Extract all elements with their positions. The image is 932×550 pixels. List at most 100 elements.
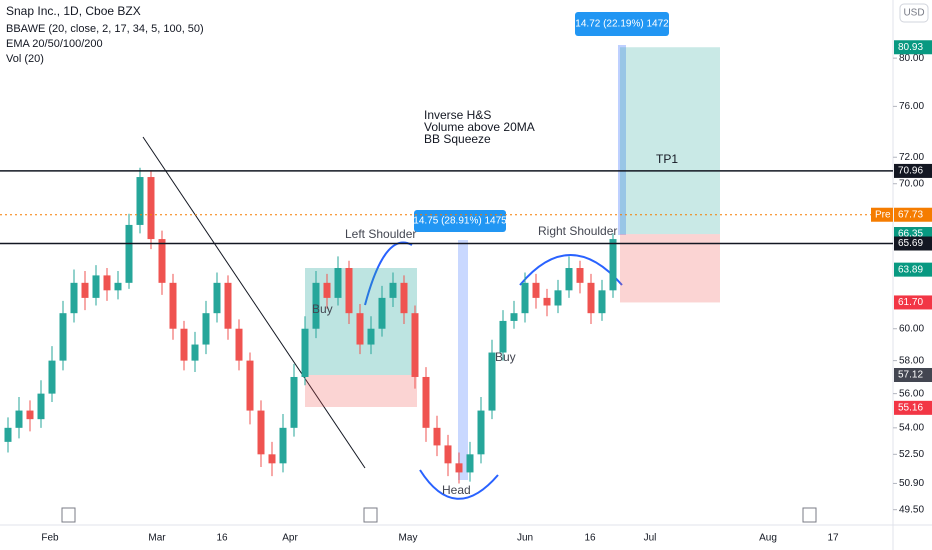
x-tick-label: Aug xyxy=(759,533,777,544)
candle-body xyxy=(169,282,177,329)
candle-body xyxy=(202,313,210,345)
candle-body xyxy=(70,282,78,314)
indicator-label: Vol (20) xyxy=(6,53,44,65)
candle-body xyxy=(477,410,485,455)
price-tag xyxy=(894,367,932,382)
price-tag-label: 55.16 xyxy=(898,402,923,413)
symbol-title: Snap Inc., 1D, Cboe BZX xyxy=(6,4,141,18)
annotation: Left Shoulder xyxy=(345,227,416,241)
price-tag xyxy=(894,262,932,277)
stop-zone xyxy=(620,234,720,303)
price-tag xyxy=(894,400,932,415)
y-tick-label: 56.00 xyxy=(899,388,924,399)
candle-body xyxy=(147,177,155,240)
candle-body xyxy=(543,297,551,306)
x-tick-label: Feb xyxy=(41,533,59,544)
earnings-marker[interactable] xyxy=(802,507,817,523)
target-zone xyxy=(620,47,720,235)
candle-body xyxy=(576,268,584,283)
candle-body xyxy=(422,376,430,428)
candle-body xyxy=(532,282,540,298)
indicator-label: EMA 20/50/100/200 xyxy=(6,38,103,50)
price-tag-prefix xyxy=(871,207,893,222)
price-tag-label: 65.69 xyxy=(898,238,923,249)
candle-body xyxy=(125,224,133,283)
candle-body xyxy=(345,268,353,314)
candle-body xyxy=(15,410,23,428)
candle-body xyxy=(301,328,309,377)
annotation: BB Squeeze xyxy=(424,132,491,146)
price-tag xyxy=(894,295,932,310)
measure-label: 14.75 (28.91%) 1475 xyxy=(413,216,507,227)
x-tick-label: 16 xyxy=(584,533,596,544)
currency[interactable]: USD xyxy=(903,8,924,19)
candle-body xyxy=(4,427,12,442)
candle-body xyxy=(268,454,276,464)
price-tag-label: 70.96 xyxy=(898,166,923,177)
price-tag-label: 63.89 xyxy=(898,264,923,275)
candle-body xyxy=(598,290,606,314)
x-tick-label: 16 xyxy=(216,533,228,544)
candle-body xyxy=(565,268,573,291)
candle-body xyxy=(103,275,111,291)
annotation: Inverse H&S xyxy=(424,108,491,122)
candle-body xyxy=(367,328,375,345)
candle-body xyxy=(521,282,529,314)
x-tick-label: Jun xyxy=(517,533,533,544)
annotation: Buy xyxy=(495,350,516,364)
price-tag xyxy=(894,236,932,251)
candle-body xyxy=(488,352,496,411)
y-tick-label: 50.90 xyxy=(899,478,924,489)
annotation: Head xyxy=(442,483,471,497)
candle-body xyxy=(48,360,56,394)
price-tag xyxy=(894,163,932,178)
y-tick-label: 52.50 xyxy=(899,449,924,460)
candle-body xyxy=(499,320,507,353)
earnings-marker[interactable] xyxy=(61,507,76,523)
candle-body xyxy=(37,393,45,420)
earnings-markers xyxy=(61,507,817,523)
stop-zone xyxy=(305,375,417,407)
candle-body xyxy=(356,313,364,345)
x-tick-label: Apr xyxy=(282,533,298,544)
y-tick-label: 58.00 xyxy=(899,355,924,366)
candle-body xyxy=(323,282,331,298)
candle-body xyxy=(334,268,342,298)
y-tick-label: 49.50 xyxy=(899,504,924,515)
candle-body xyxy=(609,239,617,291)
head-arc xyxy=(419,469,499,500)
candle-body xyxy=(444,445,452,464)
earnings-marker[interactable] xyxy=(363,507,378,523)
x-tick-label: Jul xyxy=(644,533,657,544)
measure-band xyxy=(618,45,626,235)
price-tag-label: 66.35 xyxy=(898,229,923,240)
candle-body xyxy=(312,282,320,329)
candle-body xyxy=(224,282,232,329)
annotation: Buy xyxy=(312,302,333,316)
candles xyxy=(4,167,617,484)
candle-body xyxy=(466,454,474,473)
candle-body xyxy=(433,427,441,446)
candle-body xyxy=(213,282,221,314)
price-tag xyxy=(894,40,932,55)
measure-label-box xyxy=(414,210,506,232)
candle-body xyxy=(26,410,34,420)
price-tag-prefix-label: Pre xyxy=(875,209,891,220)
y-tick-label: 70.00 xyxy=(899,178,924,189)
currency-box[interactable] xyxy=(899,3,929,23)
candle-body xyxy=(587,282,595,314)
candle-body xyxy=(81,282,89,298)
candle-body xyxy=(554,290,562,306)
candle-body xyxy=(158,239,166,283)
candle-body xyxy=(455,463,463,473)
price-tag-label: 61.70 xyxy=(898,297,923,308)
candle-body xyxy=(92,275,100,298)
candle-body xyxy=(246,360,254,411)
y-tick-label: 80.00 xyxy=(899,53,924,64)
candle-body xyxy=(389,282,397,298)
candle-body xyxy=(136,177,144,225)
price-tag-label: 57.12 xyxy=(898,370,923,381)
candle-body xyxy=(191,344,199,361)
measure-band xyxy=(458,240,468,480)
